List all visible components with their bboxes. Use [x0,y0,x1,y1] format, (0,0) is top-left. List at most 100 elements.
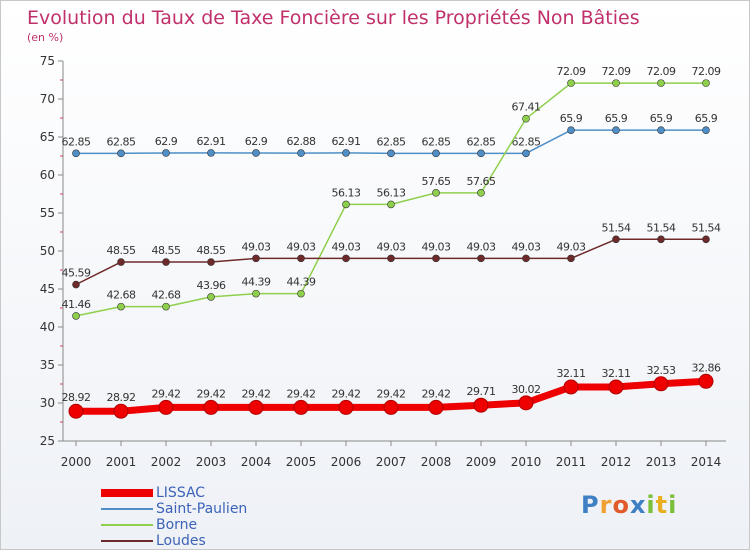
data-point-loudes [297,254,305,263]
data-point-loudes [567,254,575,263]
x-tick-label: 2004 [241,455,272,469]
data-label-lissac: 29.42 [287,387,316,400]
data-label-borne: 57.65 [467,175,496,188]
data-point-borne [252,289,260,298]
data-label-saint-paulien: 62.85 [422,135,451,148]
data-point-lissac [383,399,399,415]
x-tick-label: 2002 [151,455,182,469]
legend: LISSAC Saint-Paulien Borne Loudes [101,485,247,549]
data-label-borne: 44.39 [242,276,271,289]
data-point-lissac [338,399,354,415]
x-tick-label: 2001 [106,455,137,469]
y-tick-label: 55 [40,206,55,220]
data-label-loudes: 51.54 [692,221,721,234]
data-label-borne: 67.41 [512,101,541,114]
legend-swatch [101,489,153,497]
data-point-saint-paulien [432,149,440,158]
data-point-borne [612,79,620,87]
data-label-lissac: 29.42 [197,387,226,400]
data-point-borne [162,302,170,311]
data-point-lissac [68,403,84,419]
data-point-borne [72,312,80,320]
y-tick-label: 60 [40,168,55,182]
y-axis-unit: (en %) [27,31,64,44]
data-label-borne: 42.68 [152,289,181,302]
data-label-borne: 72.09 [557,65,586,78]
data-label-lissac: 29.42 [152,387,181,400]
x-tick-label: 2006 [331,455,362,469]
y-tick-label: 25 [40,434,55,448]
data-label-lissac: 32.11 [602,367,631,380]
data-label-borne: 56.13 [377,186,406,199]
data-label-borne: 41.46 [62,298,91,311]
data-point-saint-paulien [207,149,215,157]
x-tick-label: 2005 [286,455,317,469]
data-label-lissac: 28.92 [107,391,136,404]
proxiti-logo: Proxiti [581,491,677,519]
y-tick-label: 75 [40,54,55,68]
logo-letter: o [612,491,630,519]
data-label-borne: 72.09 [647,65,676,78]
data-label-borne: 72.09 [692,65,721,78]
data-label-borne: 57.65 [422,175,451,188]
data-point-borne [567,79,575,87]
data-label-saint-paulien: 65.9 [605,112,628,125]
data-label-loudes: 48.55 [107,244,136,257]
y-tick-label: 70 [40,92,55,106]
y-tick-label: 45 [40,282,55,296]
data-label-loudes: 49.03 [467,240,496,253]
y-tick-label: 40 [40,320,55,334]
data-label-lissac: 32.86 [692,361,721,374]
data-label-borne: 43.96 [197,279,226,292]
data-point-saint-paulien [72,149,80,158]
data-point-borne [342,200,350,209]
legend-item: LISSAC [101,485,247,501]
data-point-lissac [653,376,669,392]
data-label-borne: 72.09 [602,65,631,78]
data-point-loudes [612,235,620,244]
data-label-lissac: 30.02 [512,383,541,396]
data-label-lissac: 29.42 [422,387,451,400]
data-point-loudes [477,254,485,263]
data-label-lissac: 29.42 [377,387,406,400]
data-point-lissac [428,399,444,415]
data-point-loudes [432,254,440,263]
x-tick-label: 2012 [601,455,632,469]
data-point-loudes [342,254,350,263]
logo-letter: i [668,491,678,519]
data-label-loudes: 49.03 [422,240,451,253]
data-point-loudes [207,258,215,266]
data-point-lissac [203,399,219,415]
data-label-loudes: 49.03 [332,240,361,253]
data-point-borne [702,79,710,87]
data-point-lissac [518,395,534,411]
x-tick-label: 2007 [376,455,407,469]
y-tick-label: 50 [40,244,55,258]
data-point-saint-paulien [252,149,260,157]
data-label-borne: 42.68 [107,289,136,302]
data-label-saint-paulien: 62.91 [332,135,361,148]
logo-letter: r [599,491,613,519]
legend-item: Loudes [101,533,247,549]
legend-item: Borne [101,517,247,533]
data-point-lissac [563,379,579,395]
data-label-lissac: 32.53 [647,364,676,377]
x-tick-label: 2003 [196,455,227,469]
x-tick-label: 2008 [421,455,452,469]
data-point-loudes [702,235,710,244]
data-point-borne [297,289,305,298]
data-label-saint-paulien: 62.9 [155,135,178,148]
data-point-borne [477,189,485,197]
legend-label: Saint-Paulien [156,501,248,517]
data-point-lissac [698,373,714,389]
y-tick-label: 35 [40,358,55,372]
data-point-lissac [113,403,129,419]
data-point-lissac [608,379,624,395]
chart-title: Evolution du Taux de Taxe Foncière sur l… [27,7,640,29]
legend-label: Borne [156,517,198,533]
data-label-saint-paulien: 62.85 [62,135,91,148]
data-label-saint-paulien: 62.9 [245,135,268,148]
data-point-lissac [473,397,489,413]
logo-letter: t [655,491,669,519]
